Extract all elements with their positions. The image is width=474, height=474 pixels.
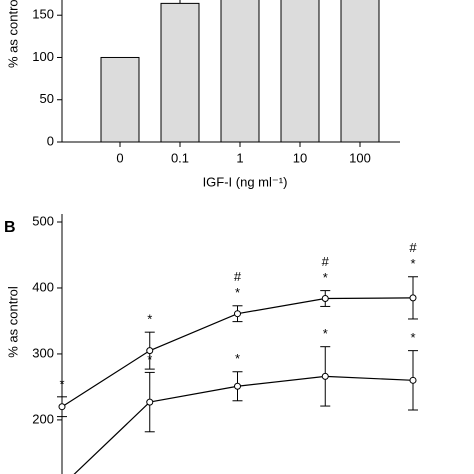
data-point bbox=[58, 403, 66, 411]
data-point bbox=[234, 382, 241, 390]
data-point bbox=[146, 398, 154, 406]
annotation: * bbox=[235, 285, 240, 300]
data-point bbox=[409, 294, 417, 302]
y-tick-label: 200 bbox=[32, 411, 54, 426]
bar bbox=[160, 2, 200, 143]
annotation: * bbox=[323, 326, 328, 341]
y-tick-label: 100 bbox=[32, 49, 54, 64]
annotation: # bbox=[322, 254, 330, 269]
y-tick-label: 0 bbox=[47, 133, 54, 148]
data-point bbox=[146, 347, 154, 355]
bar bbox=[280, 0, 320, 143]
annotation: * bbox=[410, 256, 415, 271]
y-tick-label: 500 bbox=[32, 213, 54, 228]
annotation: * bbox=[147, 352, 152, 367]
x-tick-label: 100 bbox=[349, 150, 371, 165]
y-tick-label: 50 bbox=[40, 91, 54, 106]
data-point bbox=[321, 372, 329, 380]
annotation: * bbox=[410, 330, 415, 345]
annotation: * bbox=[323, 270, 328, 285]
annotation: * bbox=[59, 376, 64, 391]
y-tick-label: 300 bbox=[32, 345, 54, 360]
x-tick-label: 0 bbox=[116, 150, 123, 165]
x-axis-label: IGF-I (ng ml⁻¹) bbox=[203, 174, 288, 189]
data-point bbox=[409, 376, 417, 384]
x-tick-label: 10 bbox=[293, 150, 307, 165]
y-tick-label: 150 bbox=[32, 7, 54, 22]
bar bbox=[100, 56, 140, 143]
annotation: # bbox=[234, 269, 242, 284]
data-point bbox=[321, 295, 329, 303]
panel-label: B bbox=[4, 219, 16, 236]
bar bbox=[340, 0, 380, 143]
y-axis-label: % as control bbox=[5, 286, 20, 358]
y-tick-label: 400 bbox=[32, 279, 54, 294]
x-tick-label: 0.1 bbox=[171, 150, 189, 165]
data-point bbox=[234, 310, 241, 318]
annotation: * bbox=[147, 312, 152, 327]
bar bbox=[220, 0, 260, 143]
annotation: # bbox=[409, 240, 417, 255]
annotation: * bbox=[235, 351, 240, 366]
x-tick-label: 1 bbox=[236, 150, 243, 165]
y-axis-label: % as control bbox=[5, 0, 20, 68]
